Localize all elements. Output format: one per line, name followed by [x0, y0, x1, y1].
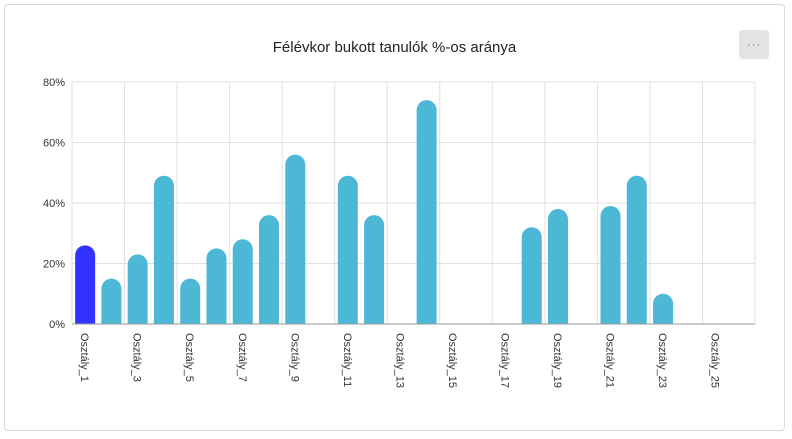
bar-Osztály_7: [232, 239, 253, 324]
more-options-button[interactable]: ···: [739, 30, 769, 59]
x-tick-label: Osztály_25: [709, 333, 721, 388]
x-tick-label: Osztály_3: [131, 333, 143, 382]
x-tick-label: Osztály_9: [288, 333, 300, 382]
bar-Osztály_11: [337, 175, 358, 324]
bar-Osztály_14: [416, 100, 437, 325]
x-tick-label: Osztály_11: [341, 333, 353, 387]
x-tick-label: Osztály_19: [551, 333, 563, 388]
bar-Osztály_9: [285, 154, 306, 324]
x-tick-label: Osztály_23: [656, 333, 668, 388]
x-tick-label: Osztály_13: [393, 333, 405, 388]
bar-Osztály_18: [521, 227, 542, 324]
bar-Osztály_3: [127, 254, 148, 324]
y-tick-label: 20%: [43, 259, 65, 271]
bar-Osztály_1: [75, 245, 96, 324]
y-tick-label: 0%: [49, 319, 65, 331]
x-tick-label: Osztály_15: [446, 333, 458, 388]
bar-Osztály_23: [653, 293, 674, 324]
bar-Osztály_8: [259, 215, 280, 324]
bar-Osztály_5: [180, 278, 201, 324]
bar-Osztály_2: [101, 278, 122, 324]
x-tick-label: Osztály_1: [78, 333, 90, 382]
bar-Osztály_12: [364, 215, 385, 324]
bar-Osztály_22: [626, 175, 647, 324]
chart-title: Félévkor bukott tanulók %-os aránya: [272, 39, 517, 56]
x-tick-label: Osztály_21: [604, 333, 616, 388]
chart-card: Félévkor bukott tanulók %-os aránya ···: [4, 4, 785, 431]
bar-Osztály_6: [206, 248, 227, 324]
x-tick-label: Osztály_17: [498, 333, 510, 388]
x-tick-label: Osztály_7: [236, 333, 248, 382]
x-tick-label: Osztály_5: [183, 333, 195, 382]
bar-Osztály_19: [547, 209, 568, 324]
y-tick-label: 40%: [43, 198, 65, 210]
y-tick-label: 80%: [43, 77, 65, 89]
bar-Osztály_21: [600, 206, 621, 324]
more-icon: ···: [747, 38, 761, 51]
bar-Osztály_4: [153, 175, 174, 324]
y-tick-label: 60%: [43, 138, 65, 150]
